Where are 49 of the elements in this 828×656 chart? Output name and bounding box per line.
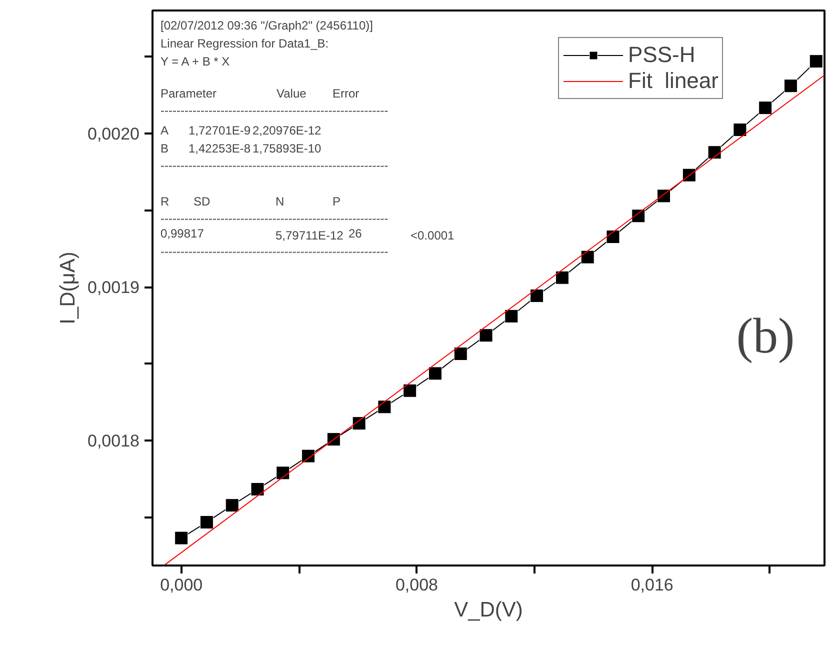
annotation: --------------------------------------------------------- (160, 244, 388, 258)
text: 0,99817 5,79711E-12 26 <0.0001 (160, 226, 454, 242)
text: R SD N P (160, 194, 341, 208)
x-tick-label: 0,016 (630, 576, 674, 594)
point (758, 101, 772, 115)
annotation: Linear Regression for Data1_B: (160, 36, 329, 50)
point (200, 515, 214, 529)
point (580, 250, 594, 264)
legend-label: PSS-H (628, 42, 696, 68)
point (428, 366, 442, 380)
point (225, 498, 239, 512)
point (326, 432, 340, 446)
point (174, 531, 188, 545)
point (276, 466, 290, 480)
text: B 1,42253E-8 1,75893E-10 (160, 142, 322, 156)
point (454, 347, 468, 361)
y-tick-label: 0,0020 (88, 124, 140, 144)
point (302, 449, 316, 463)
annotation: (b) (736, 308, 795, 364)
annotation: --------------------------------------------------------- (160, 212, 388, 226)
y-tick-label: 0,0019 (88, 278, 140, 297)
point (504, 309, 518, 323)
point (378, 400, 392, 414)
annotation: --------------------------------------------------------- (160, 158, 388, 172)
annotation: --------------------------------------------------------- (160, 104, 388, 118)
x-tick-label: 0,008 (395, 576, 438, 594)
point (809, 54, 823, 68)
point (352, 416, 366, 430)
text: Parameter Value Error (160, 86, 360, 100)
point (555, 270, 569, 284)
annotation: Y = A + B * X (160, 54, 230, 68)
x-tick-label: 0,000 (160, 576, 203, 594)
legend-label: Fit linear (628, 68, 718, 94)
x-axis-title: V_D(V) (454, 598, 523, 622)
point (250, 482, 264, 496)
point (530, 289, 544, 303)
y-tick-label: 0,0018 (88, 432, 140, 451)
text: A 1,72701E-9 2,20976E-12 (160, 124, 322, 138)
y-axis-title: I_D(μA) (56, 252, 80, 324)
point (606, 230, 620, 244)
point (708, 146, 722, 160)
annotation: [02/07/2012 09:36 "/Graph2" (2456110)] (160, 18, 373, 32)
point (632, 209, 646, 223)
point (479, 328, 493, 342)
point (733, 123, 747, 137)
point (657, 189, 671, 203)
point (682, 168, 696, 182)
point (784, 79, 798, 93)
point (403, 384, 417, 398)
